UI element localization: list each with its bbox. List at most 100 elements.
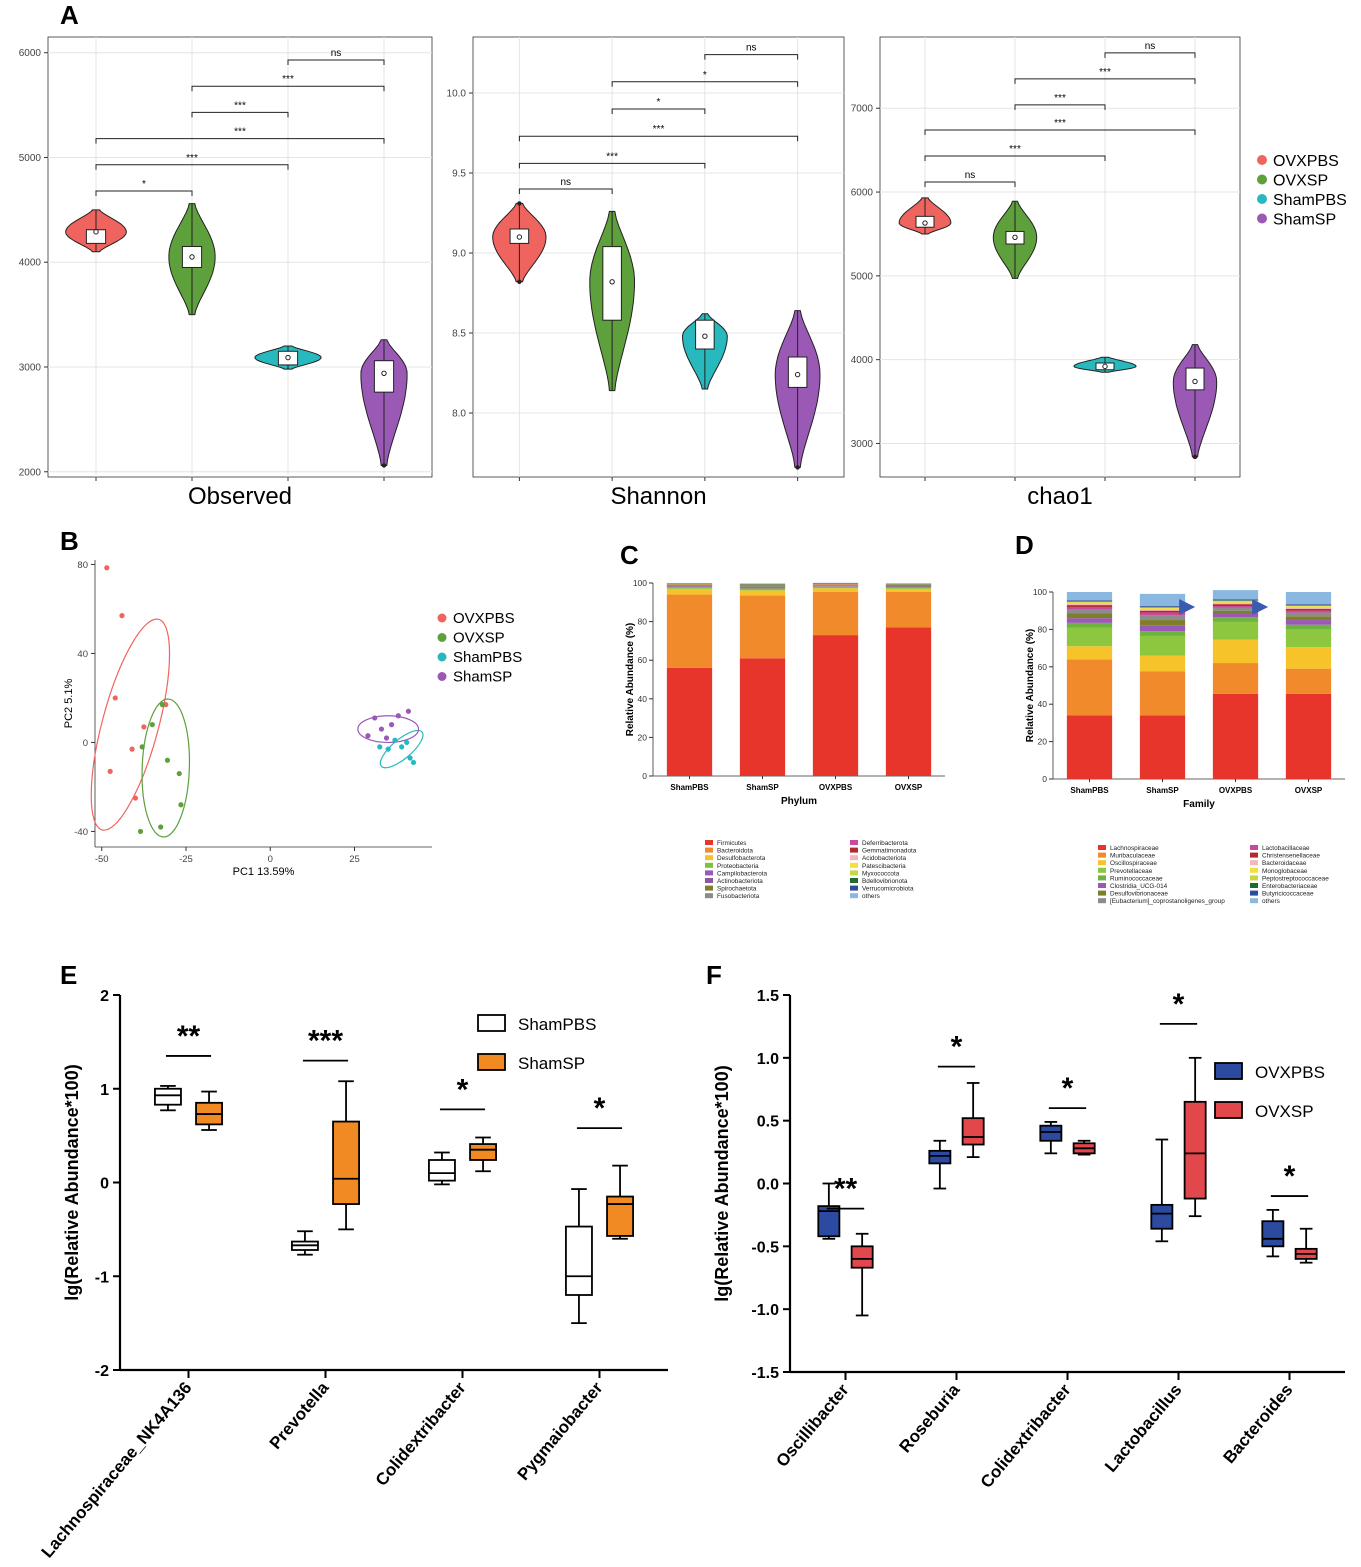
y-tick-label: 0.0 <box>757 1177 779 1194</box>
bar-segment-Oscillospiraceae <box>1285 647 1332 669</box>
legend-swatch-OVXSP <box>1257 174 1267 185</box>
panel-letter-b: B <box>60 526 79 556</box>
legend-swatch-OVXSP <box>437 633 447 642</box>
significance-label: *** <box>234 127 246 138</box>
legend-swatch-others <box>1250 898 1258 904</box>
significance-label: *** <box>653 124 665 135</box>
legend-label: Clostridia_UCG-014 <box>1110 883 1168 890</box>
scatter-point-OVXSP <box>149 722 155 728</box>
panel-letter-a: A <box>60 0 79 30</box>
legend-label: Monoglobaceae <box>1262 868 1308 875</box>
bar-segment-Bacteroidota <box>885 591 932 628</box>
legend-label: Ruminococcaceae <box>1110 875 1163 882</box>
legend-swatch-Ruminococcaceae <box>1098 875 1106 881</box>
chart-title: Observed <box>188 483 292 510</box>
significance-label: *** <box>282 74 294 85</box>
legend-label: Firmicutes <box>717 840 746 847</box>
legend-label: Bacteroidota <box>717 848 753 855</box>
bar-segment-Lachnospiraceae <box>1212 693 1259 779</box>
legend-swatch-OVXPBS <box>437 613 447 623</box>
legend-label: Myxococcota <box>862 870 900 877</box>
y-tick-label: 9.0 <box>452 249 466 260</box>
violin-median-dot <box>1192 378 1198 385</box>
y-tick-label: 60 <box>638 655 648 665</box>
x-tick-label: OVXPBS <box>819 783 853 792</box>
chao1-violin-chart: 3000 4000 5000 6000 7000 chao1 ns *** *** *** *** n… <box>851 36 1241 510</box>
bar-segment-Prevotellaceae <box>1066 627 1113 647</box>
legend-swatch-OVXSP <box>1214 1101 1243 1119</box>
y-tick-label: 9.5 <box>452 169 466 180</box>
y-tick-label: -2 <box>95 1363 109 1380</box>
bar-segment-Butyricicoccaceae <box>1212 599 1259 601</box>
y-tick-label: -1.0 <box>751 1302 779 1319</box>
confidence-ellipse-OVXPBS <box>90 618 171 831</box>
significance-stars: * <box>1284 1160 1296 1193</box>
legend-swatch-Clostridia_UCG-014 <box>1098 883 1106 888</box>
significance-stars: ** <box>834 1173 858 1206</box>
bar-segment-others <box>1285 592 1332 605</box>
y-tick-label: 8.5 <box>452 329 466 340</box>
legend-swatch-Oscillospiraceae <box>1098 860 1106 866</box>
panel-letter-d: D <box>1015 530 1034 560</box>
bar-segment-Lactobacillaceae <box>1066 606 1113 610</box>
legend-label: ShamPBS <box>453 649 522 666</box>
bar-segment-Monoglobaceae <box>1212 601 1259 603</box>
legend-label: Fusobacteriota <box>717 893 760 900</box>
bar-segment-Butyricicoccaceae <box>1139 606 1186 607</box>
legend-label: Verrucomicrobiota <box>862 886 914 893</box>
y-tick-label: -40 <box>74 827 88 838</box>
legend-label: Prevotellaceae <box>1110 868 1153 875</box>
y-tick-label: 2 <box>100 988 109 1005</box>
bar-segment-Lactobacillaceae <box>1212 606 1259 608</box>
legend-swatch-ShamPBS <box>1257 194 1267 204</box>
box-OVXPBS <box>1150 1203 1174 1230</box>
panel-letter-e: E <box>60 960 77 990</box>
bar-segment-Bacteroidota <box>666 594 713 668</box>
legend-label: Patescibacteria <box>862 863 906 870</box>
bar-segment-Proteobacteria <box>812 586 859 589</box>
y-axis-label: lg(Relative Abundance*100) <box>712 1065 732 1301</box>
violin-median-dot <box>1102 363 1108 370</box>
legend-swatch-Lachnospiraceae <box>1098 845 1106 850</box>
legend-label: ShamSP <box>518 1054 585 1073</box>
y-tick-label: 5000 <box>19 153 42 164</box>
legend-label: OVXPBS <box>453 610 515 627</box>
bar-segment-Oscillospiraceae <box>1212 639 1259 664</box>
y-tick-label: 3000 <box>851 439 874 450</box>
significance-stars: * <box>594 1092 606 1125</box>
significance-label: ns <box>1145 41 1156 52</box>
legend-label: Desulfobacterota <box>717 855 766 862</box>
y-tick-label: 80 <box>638 617 648 627</box>
scatter-point-ShamSP <box>372 715 378 721</box>
legend-swatch-Monoglobaceae <box>1250 867 1258 873</box>
x-tick-label: ShamSP <box>1146 786 1179 795</box>
bar-segment-[Eubacterium]_coprostanoligenes_group <box>1285 612 1332 617</box>
y-tick-label: 40 <box>638 694 648 704</box>
legend-swatch-Muribaculaceae <box>1098 852 1106 858</box>
x-tick-label: OVXSP <box>1295 786 1323 795</box>
significance-stars: * <box>1173 988 1185 1021</box>
legend-swatch-Acidobacteriota <box>850 855 858 861</box>
comparison-bracket <box>518 135 799 142</box>
bar-segment-Spirochaetota <box>666 585 713 587</box>
comparison-bracket <box>924 155 1106 162</box>
bar-segment-Peptostreptococcaceae <box>1285 605 1332 607</box>
y-tick-label: 6000 <box>19 48 42 59</box>
bar-segment-Clostridia_UCG-014 <box>1066 618 1113 623</box>
violin-box <box>373 360 395 393</box>
y-axis-label: Relative Abundance (%) <box>625 623 636 737</box>
comparison-bracket <box>924 181 1016 187</box>
violin-median-dot <box>794 371 801 378</box>
legend-swatch-Verrucomicrobiota <box>850 885 858 891</box>
legend-label: ShamPBS <box>1273 192 1347 209</box>
bar-segment-Peptostreptococcaceae <box>1212 600 1259 602</box>
legend-label: OVXSP <box>1273 173 1328 190</box>
bar-segment-Christensenellaceae <box>1139 610 1186 613</box>
bar-segment-Lachnospiraceae <box>1139 715 1186 779</box>
box-OVXSP <box>850 1245 874 1269</box>
x-tick-label: 25 <box>349 854 360 865</box>
legend-swatch-ShamSP <box>1257 213 1267 224</box>
bar-segment-Desulfovibrionaceae <box>1139 620 1186 626</box>
bar-segment-others <box>885 583 932 584</box>
legend-swatch-Proteobacteria <box>705 862 713 868</box>
